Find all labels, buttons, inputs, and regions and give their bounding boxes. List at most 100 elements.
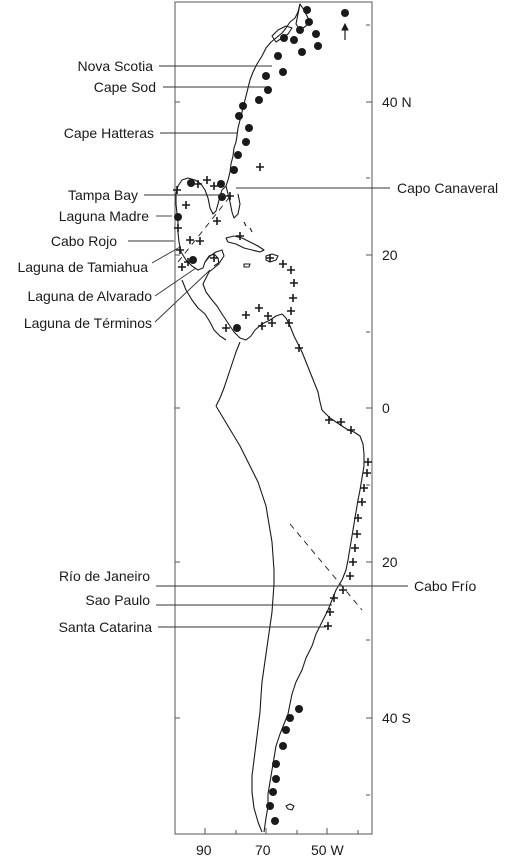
dot-marker	[295, 705, 303, 713]
dot-marker	[303, 6, 311, 14]
central-america-pacific	[181, 279, 227, 341]
dot-marker	[266, 802, 274, 810]
label-laguna-terminos: Laguna de Términos	[24, 315, 152, 331]
dot-marker	[187, 179, 195, 187]
lon-label-90: 90	[196, 842, 212, 858]
label-cape-sod: Cape Sod	[94, 79, 156, 95]
dot-marker	[305, 18, 313, 26]
cross-marker	[210, 254, 218, 262]
dot-marker	[298, 48, 306, 56]
cross-marker	[184, 258, 192, 266]
hispaniola	[265, 253, 279, 263]
cross-marker	[210, 182, 218, 190]
dot-marker	[312, 30, 320, 38]
dot-marker	[272, 775, 280, 783]
cross-marker	[330, 594, 338, 602]
cross-marker	[360, 484, 368, 492]
cross-marker	[353, 530, 361, 538]
cross-marker	[349, 558, 357, 566]
cross-markers	[173, 163, 372, 630]
lat-label-0: 0	[382, 400, 390, 416]
lon-label-50w: 50 W	[311, 842, 344, 858]
cross-marker	[285, 319, 293, 327]
dot-marker	[235, 112, 243, 120]
lat-label-40s: 40 S	[382, 710, 411, 726]
americas-coast	[175, 3, 365, 833]
brazil-boundary-line	[289, 523, 363, 611]
falkland-islands	[285, 803, 295, 811]
dot-marker	[279, 68, 287, 76]
cross-marker	[337, 418, 345, 426]
dot-marker	[233, 324, 241, 332]
lon-label-70: 70	[255, 842, 271, 858]
cross-marker	[287, 266, 295, 274]
cross-marker	[222, 324, 230, 332]
cross-marker	[354, 514, 362, 522]
south-america-west-coast	[215, 341, 275, 833]
leader-laguna-terminos	[154, 269, 211, 323]
cross-marker	[255, 304, 263, 312]
cross-marker	[194, 180, 202, 188]
bahamas	[243, 221, 253, 233]
cross-marker	[236, 232, 244, 240]
map-frame	[174, 1, 373, 835]
cross-marker	[325, 416, 333, 424]
cuba	[225, 235, 265, 253]
cross-marker	[266, 254, 274, 262]
label-laguna-alvarado: Laguna de Alvarado	[27, 288, 152, 304]
cross-marker	[268, 319, 276, 327]
dot-marker	[234, 151, 242, 159]
cross-marker	[364, 458, 372, 466]
cross-marker	[256, 163, 264, 171]
cross-marker	[174, 224, 182, 232]
leader-laguna-tamiahua	[151, 246, 181, 264]
dot-marker	[218, 193, 226, 201]
dot-marker	[280, 34, 288, 42]
dot-marker	[286, 714, 294, 722]
label-rio-de-janeiro: Río de Janeiro	[59, 568, 150, 584]
cross-marker	[363, 469, 371, 477]
lat-ticks	[366, 24, 372, 796]
cross-marker	[346, 572, 354, 580]
label-capo-canaveral: Capo Canaveral	[397, 180, 498, 196]
lat-label-20s: 20	[382, 554, 398, 570]
cross-marker	[347, 426, 355, 434]
lat-label-40n: 40 N	[382, 94, 412, 110]
cross-marker	[213, 217, 221, 225]
yucatan	[204, 249, 225, 267]
leader-laguna-alvarado	[154, 267, 197, 297]
lon-ticks	[204, 828, 359, 834]
lat-label-20n: 20	[382, 247, 398, 263]
label-cape-hatteras: Cape Hatteras	[64, 125, 154, 141]
lat-ticks-left	[175, 101, 180, 719]
dot-marker	[230, 166, 238, 174]
cross-marker	[339, 586, 347, 594]
boundary-lines	[177, 193, 363, 611]
label-nova-scotia: Nova Scotia	[78, 58, 154, 74]
cross-marker	[178, 263, 186, 271]
cross-marker	[290, 279, 298, 287]
label-cabo-rojo: Cabo Rojo	[51, 233, 117, 249]
florida	[225, 185, 241, 219]
dot-marker	[245, 124, 253, 132]
label-laguna-tamiahua: Laguna de Tamiahua	[17, 259, 148, 275]
jamaica	[243, 263, 251, 268]
cross-marker	[196, 237, 204, 245]
dot-marker	[282, 726, 290, 734]
dot-marker	[274, 52, 282, 60]
cross-marker	[358, 498, 366, 506]
dot-marker	[174, 213, 182, 221]
dot-marker	[262, 72, 270, 80]
dot-marker	[272, 760, 280, 768]
cross-marker	[287, 307, 295, 315]
gulf-boundary-line	[177, 193, 233, 263]
dot-marker	[242, 138, 250, 146]
dot-marker	[296, 26, 304, 34]
dot-marker	[269, 788, 277, 796]
label-santa-catarina: Santa Catarina	[59, 619, 153, 635]
cross-marker	[279, 260, 287, 268]
label-laguna-madre: Laguna Madre	[59, 208, 150, 224]
dot-marker	[271, 817, 279, 825]
dot-marker	[314, 42, 322, 50]
